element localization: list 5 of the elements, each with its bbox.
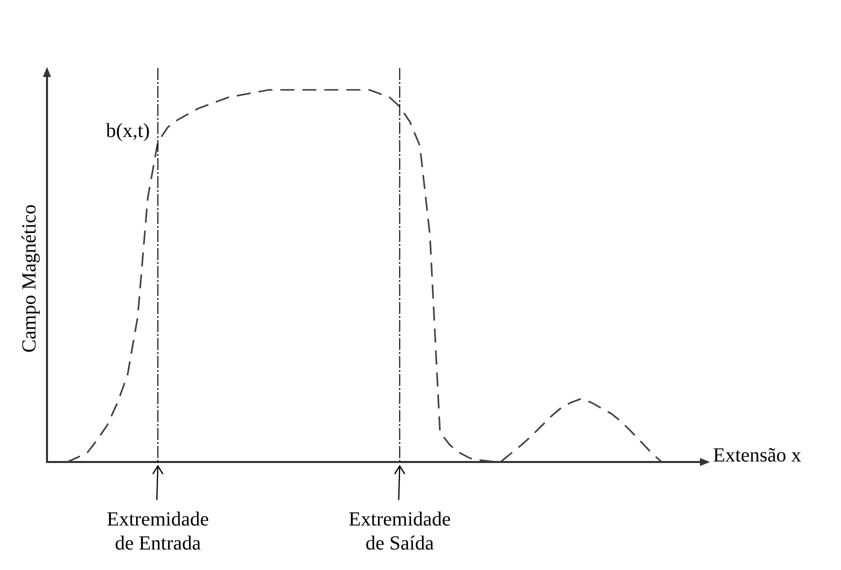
y-axis-title: Campo Magnético: [18, 204, 40, 353]
x-tick-label: Extremidade de Entrada: [106, 508, 210, 554]
x-axis-title: Extensão x: [713, 444, 802, 466]
series-label: b(x,t): [106, 120, 150, 142]
x-tick-label: Extremidade de Saída: [348, 508, 451, 554]
